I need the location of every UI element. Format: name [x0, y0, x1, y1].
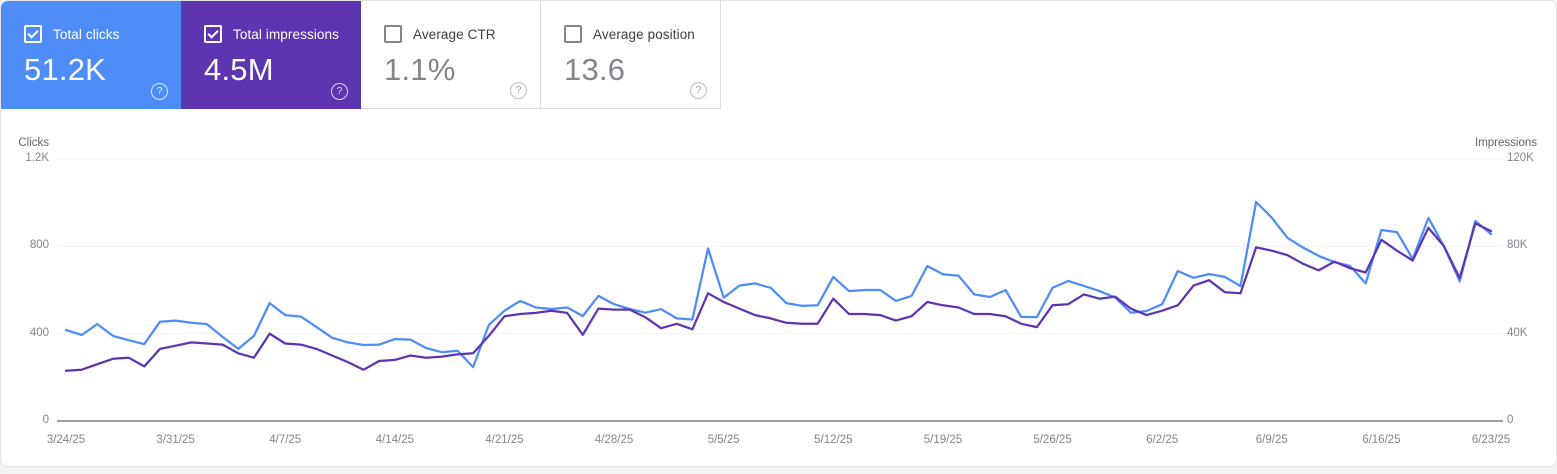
- tile-header: Average CTR: [361, 1, 540, 43]
- tile-label: Total clicks: [53, 26, 120, 42]
- right-axis-tick-label: 0: [1507, 414, 1514, 426]
- help-icon[interactable]: ?: [690, 82, 707, 99]
- help-icon[interactable]: ?: [331, 83, 348, 100]
- tile-value: 4.5M: [204, 52, 274, 87]
- checkbox-unchecked-icon[interactable]: [384, 25, 402, 43]
- tile-label: Average CTR: [413, 26, 496, 42]
- checkbox-unchecked-icon[interactable]: [564, 25, 582, 43]
- tile-label: Total impressions: [233, 26, 339, 42]
- left-axis-tick-label: 400: [29, 326, 49, 339]
- right-axis-tick-label: 40K: [1507, 326, 1528, 339]
- tile-label: Average position: [593, 26, 695, 42]
- x-axis-tick-label: 5/26/25: [1033, 434, 1072, 446]
- tile-header: Total clicks: [1, 1, 181, 43]
- tile-total-impressions[interactable]: Total impressions 4.5M ?: [181, 1, 361, 109]
- tile-value: 13.6: [564, 52, 626, 87]
- tile-value: 1.1%: [384, 52, 456, 87]
- right-axis-tick-label: 80K: [1507, 239, 1528, 252]
- x-axis-tick-label: 4/7/25: [269, 434, 302, 446]
- x-axis-tick-label: 6/9/25: [1255, 434, 1288, 446]
- tile-average-ctr[interactable]: Average CTR 1.1% ?: [361, 1, 541, 109]
- impressions-line: [64, 222, 1493, 372]
- x-axis-tick-label: 4/28/25: [594, 434, 634, 446]
- tile-average-position[interactable]: Average position 13.6 ?: [541, 1, 721, 109]
- x-axis-tick-label: 3/31/25: [156, 434, 195, 446]
- x-axis-tick-label: 6/23/25: [1471, 434, 1511, 446]
- x-axis-tick-label: 6/2/25: [1146, 434, 1179, 446]
- left-axis-tick-label: 800: [29, 239, 49, 252]
- metric-tiles: Total clicks 51.2K ? Total impressions 4…: [1, 1, 721, 109]
- tile-total-clicks[interactable]: Total clicks 51.2K ?: [1, 1, 181, 109]
- tile-header: Average position: [541, 1, 720, 43]
- help-icon[interactable]: ?: [510, 82, 527, 99]
- x-axis-tick-label: 4/21/25: [485, 434, 524, 446]
- x-axis-tick-label: 5/19/25: [923, 434, 963, 446]
- help-icon[interactable]: ?: [151, 83, 168, 100]
- left-axis-tick-label: 0: [42, 414, 49, 426]
- right-axis-title: Impressions: [1475, 137, 1537, 149]
- x-axis-tick-label: 5/12/25: [814, 434, 853, 446]
- x-axis-tick-label: 4/14/25: [375, 434, 415, 446]
- x-axis-tick-label: 5/5/25: [707, 434, 740, 446]
- clicks-line: [64, 200, 1493, 369]
- x-axis-tick-label: 3/24/25: [46, 434, 86, 446]
- checkbox-checked-icon[interactable]: [204, 25, 222, 43]
- tile-header: Total impressions: [181, 1, 361, 43]
- tile-value: 51.2K: [24, 52, 107, 87]
- left-axis-tick-label: 1.2K: [25, 152, 49, 164]
- right-axis-tick-label: 120K: [1507, 152, 1534, 164]
- x-axis-tick-label: 6/16/25: [1362, 434, 1401, 446]
- left-axis-title: Clicks: [18, 137, 49, 149]
- checkbox-checked-icon[interactable]: [24, 25, 42, 43]
